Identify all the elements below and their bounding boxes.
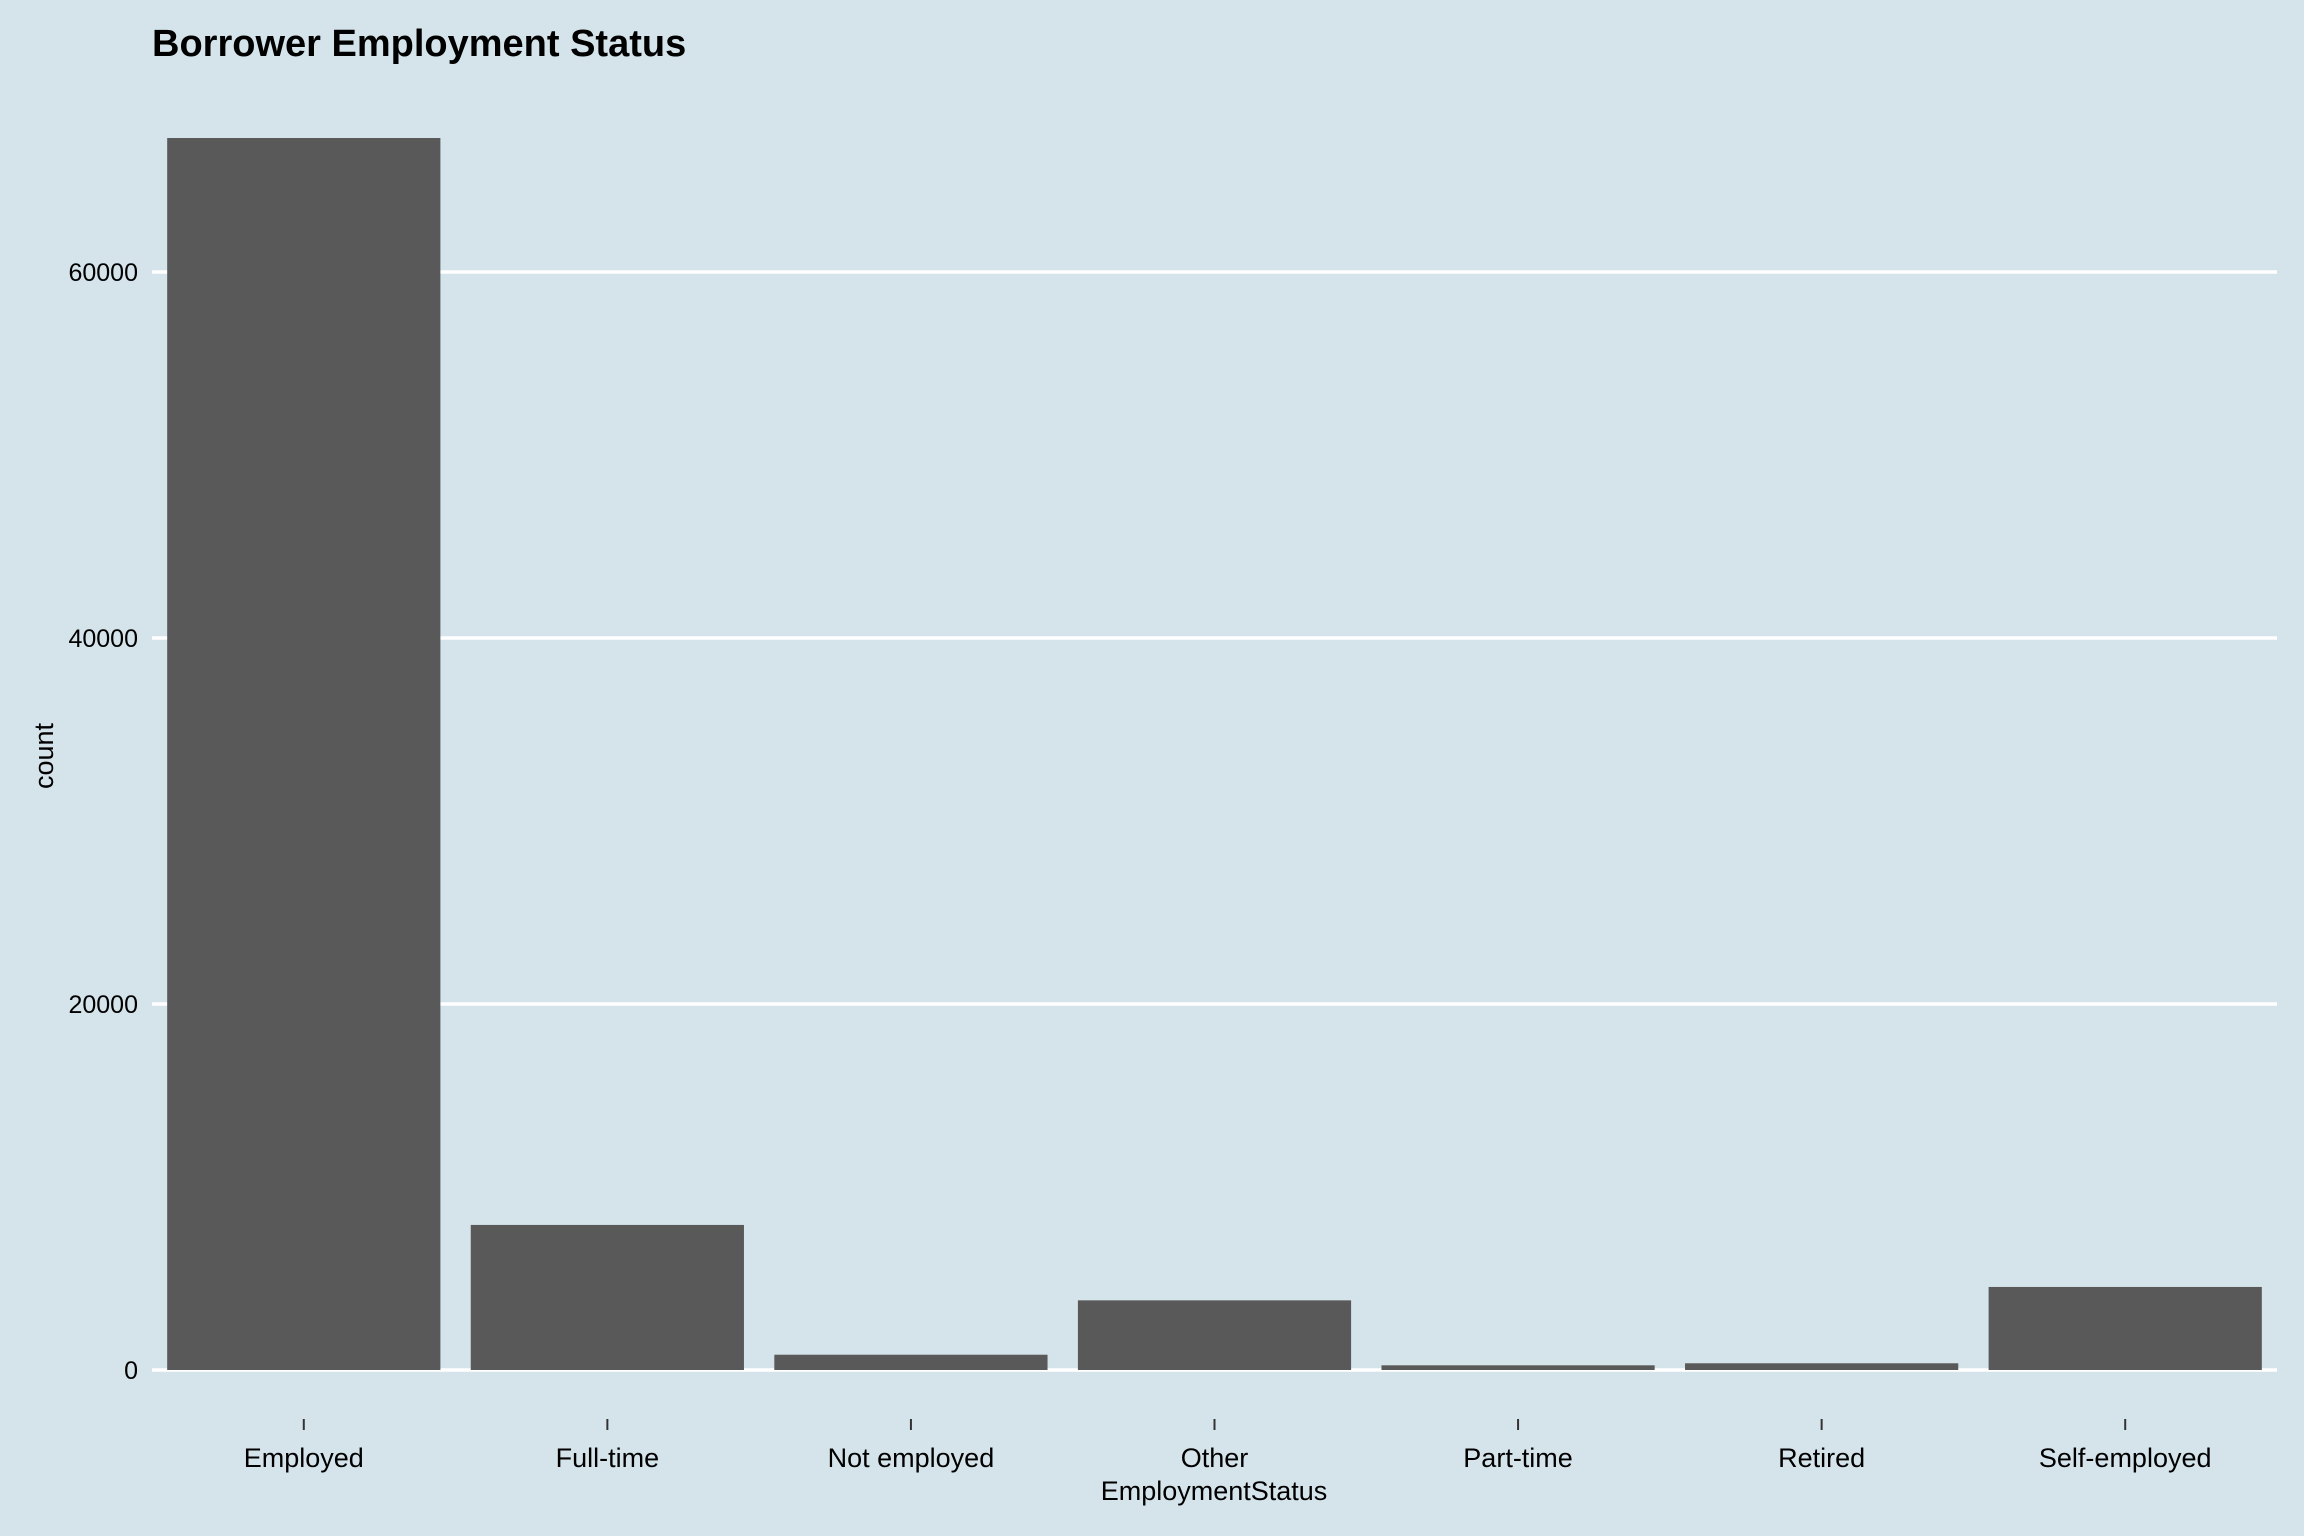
y-tick-label: 40000 [68,625,138,653]
x-tick-label: Self-employed [2039,1443,2212,1473]
y-tick-label: 60000 [68,259,138,287]
x-tick-label: Part-time [1463,1443,1573,1473]
chart-title: Borrower Employment Status [152,23,687,65]
bar-other [1077,1300,1352,1370]
x-tick-label: Not employed [828,1443,995,1473]
bar-retired [1685,1363,1959,1370]
bars [167,138,2262,1370]
gridlines [152,270,2277,1372]
y-axis-ticks: 0 20000 40000 60000 [68,259,138,1385]
bar-not-employed [774,1354,1048,1370]
bar-part-time [1381,1365,1655,1370]
bar-self-employed [1988,1286,2262,1370]
x-tick-label: Retired [1778,1443,1865,1473]
bar-employed [167,138,441,1370]
y-axis-title: count [29,722,59,789]
x-tick-label: Full-time [556,1443,660,1473]
x-tick-label: Other [1181,1443,1249,1473]
y-tick-label: 20000 [68,991,138,1019]
x-axis-ticks: Employed Full-time Not employed Other Part-t… [244,1419,2212,1473]
x-axis-title: EmploymentStatus [1101,1476,1328,1506]
y-tick-label: 0 [124,1357,138,1385]
bar-full-time [470,1224,744,1370]
x-tick-label: Employed [244,1443,364,1473]
